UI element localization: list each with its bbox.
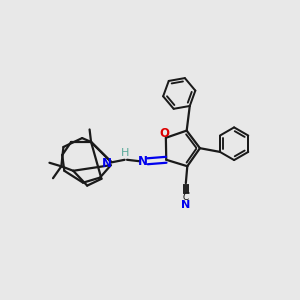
Text: C: C [182,192,189,202]
Text: N: N [138,155,148,168]
Text: N: N [102,158,112,170]
Text: N: N [181,200,190,210]
Text: H: H [121,148,129,158]
Text: O: O [159,127,170,140]
